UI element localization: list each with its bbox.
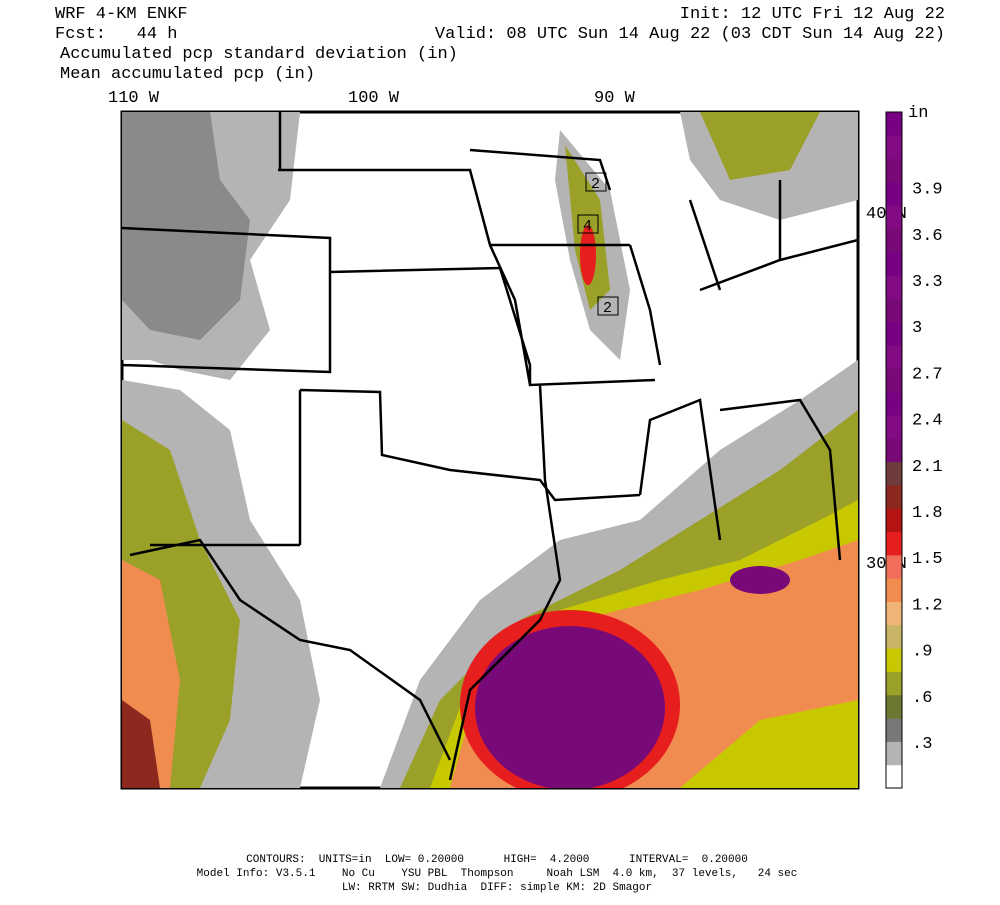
precip-field xyxy=(122,112,858,788)
colorbar-swatch xyxy=(886,484,902,509)
colorbar-swatch xyxy=(886,554,902,579)
colorbar-label: .9 xyxy=(912,643,932,662)
colorbar-label: 3.9 xyxy=(912,181,943,200)
lon-label: 100 W xyxy=(348,89,400,108)
colorbar-label: 3.6 xyxy=(912,227,943,246)
label-box xyxy=(577,214,599,234)
colorbar-swatch xyxy=(886,275,902,299)
colorbar-swatch xyxy=(886,205,902,230)
lon-label: 110 W xyxy=(108,89,160,108)
map: 2 4 2 xyxy=(120,110,860,790)
colorbar-swatch xyxy=(886,531,902,556)
colorbar-label: 1.2 xyxy=(912,596,943,615)
colorbar-swatch xyxy=(886,368,902,393)
contour-label: 2 xyxy=(603,300,612,317)
colorbar-label: .3 xyxy=(912,735,932,754)
contour-label: 4 xyxy=(583,218,592,235)
contour-label: 2 xyxy=(591,176,600,193)
colorbar-swatch xyxy=(886,741,902,766)
state-borders xyxy=(122,112,858,781)
colorbar-swatch xyxy=(886,251,902,276)
colorbar-swatch xyxy=(886,601,902,626)
colorbar-label: 3.3 xyxy=(912,273,943,292)
precip-area xyxy=(122,700,160,788)
footer-line: Model Info: V3.5.1 No Cu YSU PBL Thompso… xyxy=(197,868,798,880)
footer-line: LW: RRTM SW: Dudhia DIFF: simple KM: 2D … xyxy=(342,882,652,894)
header-left: Fcst: 44 h xyxy=(55,25,177,44)
colorbar-swatch xyxy=(886,135,902,160)
colorbar-swatch xyxy=(886,391,902,416)
label-box xyxy=(597,296,619,316)
colorbar-swatch xyxy=(886,648,902,672)
precip-area xyxy=(580,225,596,285)
colorbar-frame xyxy=(885,111,903,789)
header-right: Init: 12 UTC Fri 12 Aug 22 xyxy=(680,5,945,24)
colorbar-unit: in xyxy=(908,104,928,123)
colorbar-label: 2.7 xyxy=(912,365,943,384)
colorbar-swatch xyxy=(886,694,902,719)
colorbar-swatch xyxy=(886,578,902,603)
header-right: Valid: 08 UTC Sun 14 Aug 22 (03 CDT Sun … xyxy=(435,25,945,44)
precip-area xyxy=(730,566,790,594)
field-name: Mean accumulated pcp (in) xyxy=(60,65,315,84)
precip-area xyxy=(122,112,250,340)
lon-label: 90 W xyxy=(594,89,636,108)
colorbar-swatch xyxy=(886,624,902,649)
header-left: WRF 4-KM ENKF xyxy=(55,5,188,24)
footer-line: CONTOURS: UNITS=in LOW= 0.20000 HIGH= 4.… xyxy=(246,854,748,866)
colorbar-swatch xyxy=(886,321,902,346)
colorbar: .3 .6 .9 1.2 1.5 1.8 2.1 2.4 2.7 3 3.3 3.6 3.9 xyxy=(885,111,943,789)
colorbar-swatch xyxy=(886,415,902,439)
colorbar-label: 3 xyxy=(912,319,922,338)
colorbar-label: 2.4 xyxy=(912,412,943,431)
colorbar-swatch xyxy=(886,298,902,323)
colorbar-swatch xyxy=(886,671,902,696)
colorbar-label: 2.1 xyxy=(912,458,943,477)
colorbar-swatch xyxy=(886,181,902,206)
precip-area xyxy=(700,112,820,180)
precip-area xyxy=(475,626,665,788)
colorbar-swatch xyxy=(886,112,902,136)
contour-labels: 2 4 2 xyxy=(577,172,619,317)
colorbar-swatch xyxy=(886,764,902,789)
colorbar-swatch xyxy=(886,228,902,253)
colorbar-swatch xyxy=(886,345,902,369)
colorbar-swatch xyxy=(886,158,902,183)
colorbar-label: 1.8 xyxy=(912,504,943,523)
label-box xyxy=(585,172,607,192)
colorbar-swatch xyxy=(886,508,902,533)
colorbar-label: 1.5 xyxy=(912,550,943,569)
colorbar-swatch xyxy=(886,438,902,463)
colorbar-label: .6 xyxy=(912,689,932,708)
field-name: Accumulated pcp standard deviation (in) xyxy=(60,45,458,64)
colorbar-swatch xyxy=(886,461,902,486)
colorbar-swatch xyxy=(886,718,902,742)
